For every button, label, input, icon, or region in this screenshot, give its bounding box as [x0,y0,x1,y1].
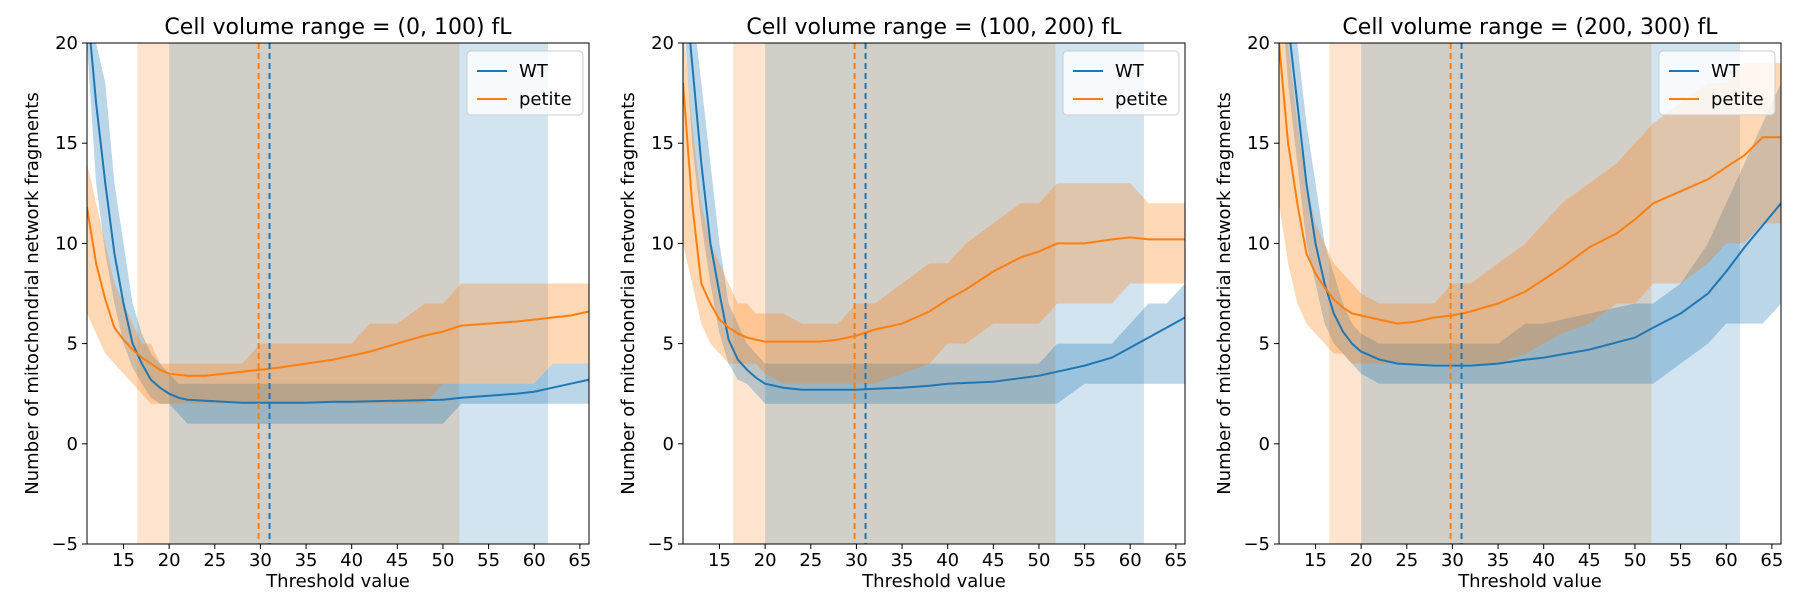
legend-label: WT [519,61,549,82]
y-tick-label: 5 [1259,334,1270,355]
span-petite [1329,43,1652,544]
x-tick-label: 35 [1487,550,1510,571]
axes-frame [682,42,1186,545]
series-line-petite [683,83,1185,343]
x-tick-label: 30 [1441,550,1464,571]
x-tick-label: 60 [523,550,546,571]
x-tick-label: 30 [845,550,868,571]
band-petite [1279,43,1781,364]
x-tick-label: 50 [432,550,455,571]
span-petite [733,43,1056,544]
x-axis-label: Threshold value [1457,571,1602,592]
chart-panel-2: 15 20 25 30 35 40 45 50 55 60 65 −5 0 5 10 15 20 Cell vol… [618,15,1187,592]
x-axis-label: Threshold value [265,571,410,592]
y-tick-label: 5 [67,334,78,355]
plot-area [1279,43,1781,544]
y-tick-label: 10 [651,233,674,254]
x-tick-label: 45 [982,550,1005,571]
x-tick-label: 20 [158,550,181,571]
y-tick-label: 10 [1247,233,1270,254]
y-tick-label: 15 [651,133,674,154]
band-wt [87,43,589,424]
x-tick-label: 65 [1760,550,1783,571]
plot-area [87,43,589,544]
legend-label: WT [1115,61,1145,82]
y-tick-label: −5 [647,534,674,555]
y-tick-label: 0 [663,434,674,455]
x-tick-label: 55 [1073,550,1096,571]
x-tick-label: 25 [1395,550,1418,571]
y-tick-label: 20 [1247,33,1270,54]
axes-frame [1278,42,1782,545]
legend-label: petite [1115,89,1168,110]
y-axis-label: Number of mitochondrial network fragment… [1214,92,1235,494]
y-tick-label: 20 [55,33,78,54]
x-tick-label: 40 [1532,550,1555,571]
span-wt [169,43,548,544]
chart-title: Cell volume range = (100, 200) fL [746,15,1122,40]
span-wt [1361,43,1740,544]
x-tick-label: 50 [1624,550,1647,571]
x-tick-label: 65 [568,550,591,571]
y-tick-label: 20 [651,33,674,54]
y-tick-label: 15 [55,133,78,154]
legend: WT petite [1062,50,1180,116]
legend: WT petite [1658,50,1776,116]
legend-label: petite [519,89,572,110]
x-tick-label: 30 [249,550,272,571]
y-tick-label: 10 [55,233,78,254]
series-line-wt [89,43,589,404]
x-tick-label: 55 [1669,550,1692,571]
x-tick-label: 25 [203,550,226,571]
legend-label: WT [1711,61,1741,82]
chart-panel-3: 15 20 25 30 35 40 45 50 55 60 65 −5 0 5 10 15 20 Cell vol… [1214,15,1783,592]
x-tick-label: 65 [1164,550,1187,571]
x-tick-label: 45 [1578,550,1601,571]
x-tick-label: 60 [1715,550,1738,571]
band-wt [685,43,1185,404]
y-tick-label: −5 [1243,534,1270,555]
x-tick-label: 20 [1350,550,1373,571]
series-line-wt [689,43,1185,391]
x-tick-label: 55 [477,550,500,571]
y-tick-label: 0 [67,434,78,455]
band-petite [87,163,589,404]
x-tick-label: 15 [708,550,731,571]
chart-title: Cell volume range = (0, 100) fL [164,15,512,40]
band-petite [683,43,1185,384]
y-axis-label: Number of mitochondrial network fragment… [22,92,43,494]
legend-label: petite [1711,89,1764,110]
y-axis-label: Number of mitochondrial network fragment… [618,92,639,494]
x-tick-label: 15 [1304,550,1327,571]
x-tick-label: 45 [386,550,409,571]
series-line-wt [1289,43,1781,367]
x-tick-label: 40 [340,550,363,571]
chart-title: Cell volume range = (200, 300) fL [1342,15,1718,40]
x-tick-label: 35 [891,550,914,571]
x-axis-label: Threshold value [861,571,1006,592]
x-tick-label: 40 [936,550,959,571]
y-tick-label: 5 [663,334,674,355]
x-tick-label: 35 [295,550,318,571]
x-tick-label: 15 [112,550,135,571]
y-tick-label: 15 [1247,133,1270,154]
y-tick-label: −5 [51,534,78,555]
plot-area [683,43,1185,544]
x-tick-label: 60 [1119,550,1142,571]
chart-panel-1: 15 20 25 30 35 40 45 50 55 60 65 −5 0 5 10 15 20 Cell vol… [22,15,591,592]
axes-frame [86,42,590,545]
x-tick-label: 20 [754,550,777,571]
legend: WT petite [466,50,584,116]
y-tick-label: 0 [1259,434,1270,455]
span-petite [137,43,460,544]
x-tick-label: 50 [1028,550,1051,571]
x-tick-label: 25 [799,550,822,571]
span-wt [765,43,1144,544]
